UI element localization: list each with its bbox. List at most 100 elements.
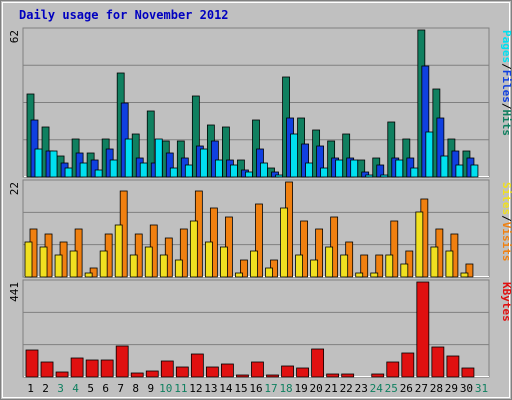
bar-pages-day-2	[49, 150, 58, 178]
bar-files-day-27	[421, 65, 430, 178]
x-tick-day-27: 27	[415, 382, 428, 395]
x-tick-day-3: 3	[57, 382, 64, 395]
bar-sites-day-6	[99, 250, 108, 278]
x-tick-day-22: 22	[340, 382, 353, 395]
legend-item: Files	[500, 70, 512, 103]
bar-sites-day-21	[325, 246, 334, 278]
bar-hits-day-14	[222, 126, 230, 178]
legend-item: /	[500, 63, 512, 70]
bar-kbytes-day-21	[326, 373, 340, 378]
bar-sites-day-10	[159, 254, 168, 278]
bar-sites-day-30	[460, 272, 469, 278]
bar-kbytes-day-15	[236, 374, 249, 378]
x-tick-day-16: 16	[249, 382, 262, 395]
x-tick-day-19: 19	[294, 382, 307, 395]
x-tick-day-11: 11	[174, 382, 187, 395]
bar-pages-day-16	[260, 162, 268, 178]
bar-files-day-5	[90, 159, 99, 178]
bar-pages-day-11	[184, 164, 193, 178]
bar-pages-day-23	[365, 174, 374, 178]
bar-kbytes-day-26	[401, 352, 415, 378]
bar-kbytes-day-30	[461, 367, 475, 378]
bar-pages-day-6	[109, 159, 118, 178]
bar-pages-day-3	[64, 167, 73, 178]
bar-sites-day-25	[385, 254, 394, 278]
bar-pages-day-5	[94, 169, 103, 178]
bar-sites-day-7	[114, 224, 123, 278]
x-tick-day-1: 1	[27, 382, 34, 395]
bar-kbytes-day-22	[341, 373, 355, 378]
bar-files-day-28	[436, 117, 445, 178]
x-tick-day-9: 9	[147, 382, 154, 395]
bar-hits-day-16	[252, 119, 260, 178]
bar-hits-day-22	[342, 133, 351, 178]
y-max-label: 22	[8, 182, 21, 195]
bar-hits-day-9	[146, 110, 155, 178]
x-tick-day-14: 14	[219, 382, 233, 395]
bar-files-day-17	[271, 171, 279, 178]
y-max-label: 62	[8, 30, 21, 43]
bar-pages-day-12	[199, 148, 208, 178]
x-tick-day-10: 10	[159, 382, 172, 395]
bar-pages-day-18	[290, 133, 298, 178]
x-tick-day-7: 7	[117, 382, 124, 395]
legend-item: Hits	[500, 110, 512, 137]
bar-pages-day-7	[124, 138, 133, 178]
y-max-label: 441	[8, 282, 21, 302]
bar-pages-day-10	[169, 167, 178, 178]
panel-middle: 22 Sites/Visits	[8, 179, 512, 278]
x-tick-day-15: 15	[234, 382, 247, 395]
legend-item: KBytes	[500, 282, 512, 322]
legend-middle: Sites/Visits	[500, 182, 512, 262]
bar-files-day-1	[30, 119, 39, 178]
bar-kbytes-day-6	[100, 359, 114, 378]
bar-pages-day-30	[470, 164, 479, 178]
bar-sites-day-17	[265, 267, 273, 278]
bar-hits-day-25	[387, 121, 396, 178]
bar-sites-day-23	[355, 272, 364, 278]
bar-pages-day-25	[395, 159, 404, 178]
bar-pages-day-21	[335, 159, 344, 178]
bar-files-day-23	[361, 171, 370, 178]
bar-sites-day-27	[415, 211, 424, 278]
bar-sites-day-16	[250, 250, 258, 278]
bar-kbytes-day-12	[190, 353, 204, 378]
bar-visits-day-25	[390, 220, 399, 278]
x-tick-day-4: 4	[72, 382, 79, 395]
bar-kbytes-day-2	[40, 361, 54, 378]
bar-kbytes-day-29	[446, 355, 460, 378]
x-tick-day-2: 2	[42, 382, 49, 395]
x-tick-day-31: 31	[475, 382, 488, 395]
x-tick-day-21: 21	[325, 382, 338, 395]
bar-visits-day-15	[240, 259, 248, 278]
bar-sites-day-15	[235, 272, 243, 278]
bar-kbytes-day-27	[416, 281, 430, 378]
bar-visits-day-5	[89, 267, 98, 278]
legend-item: Pages	[500, 30, 512, 63]
bar-kbytes-day-19	[296, 367, 309, 378]
bar-pages-day-13	[214, 159, 223, 178]
bar-kbytes-day-25	[386, 361, 400, 378]
x-tick-day-5: 5	[87, 382, 94, 395]
bar-kbytes-day-14	[221, 363, 234, 378]
bar-pages-day-29	[455, 164, 464, 178]
legend-item: Visits	[500, 222, 512, 262]
bar-sites-day-26	[400, 263, 409, 278]
bar-pages-day-19	[305, 162, 313, 178]
bar-kbytes-day-4	[70, 357, 84, 378]
x-tick-day-24: 24	[370, 382, 384, 395]
bar-files-day-24	[376, 164, 385, 178]
x-tick-day-6: 6	[102, 382, 109, 395]
bar-visits-day-16	[255, 203, 263, 278]
bar-kbytes-day-24	[371, 373, 385, 378]
x-tick-day-18: 18	[279, 382, 292, 395]
x-tick-day-17: 17	[264, 382, 277, 395]
legend-bottom: KBytes	[500, 282, 512, 322]
bar-sites-day-14	[220, 246, 228, 278]
legend-item: /	[500, 103, 512, 110]
bar-kbytes-day-13	[205, 366, 219, 378]
bar-files-day-29	[451, 150, 460, 178]
bar-kbytes-day-20	[311, 348, 325, 378]
